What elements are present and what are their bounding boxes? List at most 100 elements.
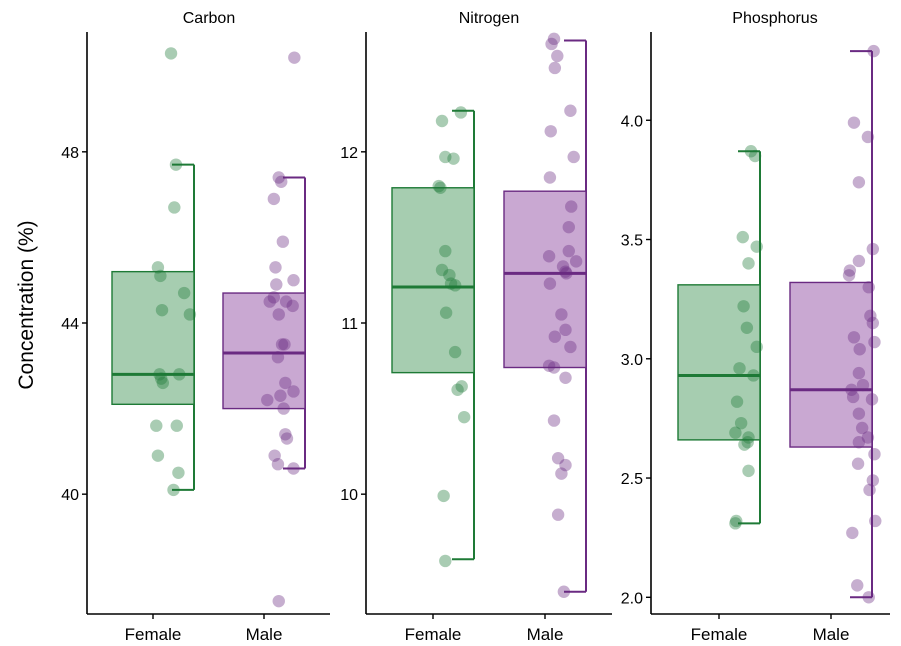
data-point — [168, 201, 181, 214]
data-point — [567, 150, 580, 164]
data-point — [852, 176, 866, 189]
data-point — [555, 467, 568, 480]
data-point — [737, 300, 750, 313]
data-point — [177, 286, 191, 300]
data-point — [866, 316, 880, 330]
panel-carbon: Carbon 40 44 48 Female Male — [61, 10, 330, 644]
data-point — [547, 414, 561, 427]
y-tick-label: 40 — [61, 487, 79, 504]
box — [391, 187, 475, 374]
x-tick-label: Female — [405, 625, 462, 644]
data-point — [439, 554, 452, 568]
data-point — [748, 149, 762, 163]
data-point — [444, 277, 458, 290]
data-point — [435, 263, 449, 277]
panel-title: Carbon — [183, 10, 235, 27]
data-point — [865, 393, 879, 406]
x-tick-label: Female — [125, 625, 182, 644]
data-point — [557, 585, 571, 598]
box — [677, 284, 761, 441]
data-point — [151, 449, 165, 462]
data-point — [272, 308, 285, 321]
data-point — [556, 260, 570, 273]
data-point — [856, 378, 870, 392]
data-point — [855, 421, 869, 435]
data-point — [868, 335, 881, 349]
data-point — [170, 419, 183, 432]
data-point — [867, 44, 880, 58]
data-point — [267, 291, 281, 304]
data-point — [274, 389, 287, 402]
data-point — [863, 483, 876, 497]
data-point — [853, 343, 866, 356]
data-point — [742, 464, 755, 478]
data-point — [847, 116, 861, 129]
data-point — [173, 368, 186, 381]
data-point — [280, 432, 294, 445]
data-point — [434, 181, 447, 194]
data-point — [287, 462, 300, 475]
data-point — [286, 299, 299, 313]
data-point — [269, 261, 282, 274]
data-point — [852, 366, 866, 380]
data-point — [275, 175, 288, 188]
data-point — [843, 264, 857, 277]
data-point — [542, 359, 556, 372]
data-point — [278, 338, 291, 351]
data-point — [261, 393, 274, 407]
data-point — [551, 508, 565, 521]
data-point — [183, 308, 197, 321]
data-point — [744, 145, 758, 158]
data-point — [455, 380, 468, 393]
data-point — [851, 457, 865, 470]
data-point — [861, 130, 875, 144]
y-axis-label: Concentration (%) — [15, 220, 38, 389]
data-point — [439, 306, 453, 319]
data-point — [547, 32, 561, 46]
data-point — [542, 250, 556, 263]
y-tick-label: 12 — [340, 145, 358, 162]
y-tick-label: 4.0 — [621, 113, 643, 130]
data-point — [740, 321, 754, 334]
data-point — [846, 390, 860, 404]
data-point — [153, 368, 166, 381]
data-point — [862, 281, 875, 294]
data-point — [448, 279, 462, 292]
data-point — [738, 438, 751, 451]
data-point — [548, 330, 562, 343]
data-point — [448, 345, 462, 359]
panel-phosphorus: Phosphorus 2.0 2.5 3.0 3.5 4.0 Female Male — [621, 10, 890, 644]
series-male — [503, 32, 587, 598]
data-point — [169, 158, 183, 171]
data-point — [545, 37, 558, 51]
y-tick-label: 2.0 — [621, 590, 643, 607]
data-point — [288, 51, 301, 64]
data-point — [279, 295, 293, 308]
data-point — [729, 426, 742, 439]
data-point — [733, 362, 746, 375]
data-point — [866, 242, 880, 256]
series-female — [111, 47, 197, 497]
data-point — [559, 265, 572, 278]
data-point — [543, 277, 557, 290]
data-point — [730, 395, 744, 408]
y-tick-label: 3.0 — [621, 352, 643, 369]
data-point — [439, 150, 452, 164]
data-point — [861, 431, 875, 444]
x-tick-label: Male — [246, 625, 283, 644]
data-point — [842, 269, 856, 282]
data-point — [267, 192, 281, 206]
data-point — [565, 200, 578, 213]
data-point — [287, 274, 300, 287]
data-point — [551, 49, 564, 63]
data-point — [432, 179, 445, 193]
data-point — [845, 383, 858, 396]
data-point — [457, 410, 471, 424]
data-point — [868, 447, 881, 461]
series-female — [391, 106, 475, 568]
data-point — [852, 254, 866, 268]
data-point — [730, 514, 743, 528]
data-point — [164, 47, 178, 60]
data-point — [155, 303, 169, 317]
data-point — [741, 436, 754, 449]
